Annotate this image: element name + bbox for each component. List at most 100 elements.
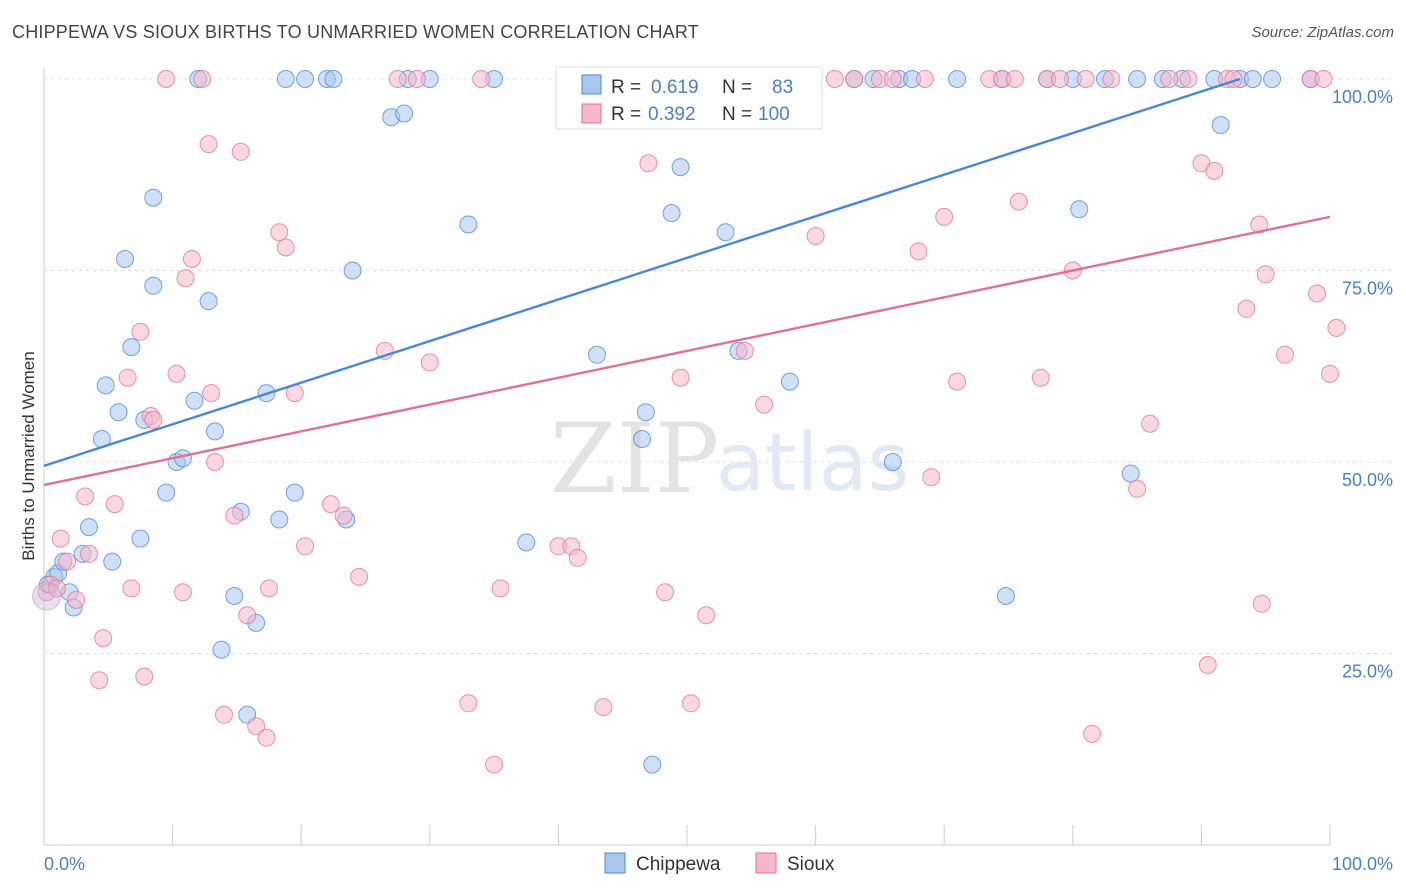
chart-title: CHIPPEWA VS SIOUX BIRTHS TO UNMARRIED WO… <box>12 22 699 42</box>
legend-n-value-chippewa: 83 <box>772 77 793 98</box>
point-chippewa-17 <box>144 276 163 295</box>
point-chippewa-50 <box>636 403 655 422</box>
point-chippewa-32 <box>276 70 295 88</box>
point-chippewa-21 <box>185 391 204 410</box>
point-sioux-23 <box>199 135 218 154</box>
point-sioux-59 <box>755 395 774 414</box>
legend-r-value-chippewa: 0.619 <box>651 77 699 98</box>
point-sioux-57 <box>697 606 716 625</box>
point-chippewa-78 <box>1211 116 1230 134</box>
legend-n-label-sioux: N = <box>722 104 752 125</box>
point-sioux-39 <box>350 567 369 586</box>
point-sioux-7 <box>80 544 98 563</box>
bottom-legend-label-chippewa: Chippewa <box>636 854 721 875</box>
point-sioux-93 <box>1252 594 1271 613</box>
point-sioux-38 <box>334 506 353 525</box>
point-chippewa-68 <box>996 587 1015 605</box>
point-sioux-14 <box>135 667 154 686</box>
point-sioux-52 <box>639 154 658 173</box>
point-sioux-34 <box>276 238 295 257</box>
point-sioux-18 <box>167 364 186 383</box>
point-chippewa-63 <box>883 453 902 471</box>
point-sioux-46 <box>485 755 504 774</box>
point-sioux-100 <box>1327 318 1346 337</box>
point-chippewa-74 <box>1128 70 1147 88</box>
point-sioux-95 <box>1276 345 1294 364</box>
point-sioux-4 <box>58 552 77 571</box>
point-sioux-88 <box>1205 161 1224 180</box>
point-chippewa-60 <box>780 372 799 391</box>
legend-n-label-chippewa: N = <box>722 77 752 98</box>
point-sioux-9 <box>94 629 113 648</box>
point-sioux-11 <box>118 368 137 387</box>
point-sioux-31 <box>257 728 276 747</box>
gridlines <box>44 78 1392 654</box>
point-sioux-92 <box>1250 215 1269 234</box>
point-chippewa-9 <box>96 376 115 395</box>
point-chippewa-57 <box>716 223 735 242</box>
bottom-legend: Chippewa Sioux <box>604 852 835 875</box>
point-chippewa-26 <box>225 587 244 605</box>
point-sioux-67 <box>915 70 934 88</box>
point-sioux-19 <box>173 583 192 602</box>
point-chippewa-12 <box>116 250 134 268</box>
legend-swatch-chippewa <box>581 74 602 95</box>
legend-r-value-sioux: 0.392 <box>648 104 696 125</box>
watermark-atlas-text: atlas <box>716 416 909 509</box>
point-sioux-94 <box>1256 265 1275 284</box>
point-sioux-70 <box>948 372 967 391</box>
point-sioux-2 <box>47 579 66 598</box>
point-sioux-99 <box>1321 364 1339 383</box>
point-sioux-16 <box>144 410 163 429</box>
point-chippewa-54 <box>671 158 690 177</box>
point-chippewa-36 <box>324 70 343 88</box>
point-sioux-36 <box>296 537 315 556</box>
point-sioux-25 <box>206 453 224 471</box>
legend-n-value-sioux: 100 <box>758 104 790 125</box>
point-sioux-22 <box>193 70 212 88</box>
point-sioux-83 <box>1141 414 1159 433</box>
point-sioux-79 <box>1076 70 1095 88</box>
point-chippewa-38 <box>343 261 362 280</box>
point-sioux-45 <box>472 70 491 88</box>
point-sioux-20 <box>176 269 195 288</box>
point-sioux-98 <box>1314 70 1333 88</box>
point-sioux-10 <box>105 495 124 514</box>
point-sioux-73 <box>1005 70 1024 88</box>
point-sioux-17 <box>157 70 176 88</box>
point-sioux-66 <box>909 242 928 261</box>
legend-r-label-chippewa: R = <box>611 77 641 98</box>
point-chippewa-47 <box>588 345 606 364</box>
point-chippewa-25 <box>212 640 231 659</box>
point-chippewa-66 <box>948 70 967 88</box>
point-sioux-24 <box>202 384 221 403</box>
point-sioux-81 <box>1102 70 1121 88</box>
point-sioux-62 <box>825 70 844 88</box>
point-sioux-91 <box>1237 299 1256 318</box>
legend: R = 0.619 N = 83 R = 0.392 N = 100 <box>555 66 823 130</box>
point-sioux-28 <box>231 142 250 161</box>
chart-source: Source: ZipAtlas.com <box>1251 24 1394 41</box>
point-chippewa-7 <box>80 518 98 537</box>
point-sioux-26 <box>215 705 233 724</box>
point-chippewa-18 <box>157 483 176 502</box>
x-tick-label-min: 0.0% <box>44 854 85 874</box>
point-chippewa-43 <box>459 215 478 234</box>
y-tick-label-25: 25.0% <box>1342 662 1393 682</box>
point-sioux-13 <box>131 322 150 341</box>
y-tick-label-75: 75.0% <box>1342 279 1393 299</box>
point-sioux-61 <box>806 227 825 245</box>
point-sioux-29 <box>238 606 257 625</box>
point-sioux-84 <box>1160 70 1179 88</box>
point-chippewa-53 <box>662 204 681 223</box>
point-chippewa-80 <box>1243 70 1262 88</box>
point-chippewa-13 <box>122 338 141 357</box>
point-sioux-85 <box>1179 70 1198 88</box>
point-chippewa-81 <box>1263 70 1282 88</box>
point-chippewa-23 <box>199 292 218 311</box>
point-chippewa-10 <box>103 552 122 571</box>
point-sioux-37 <box>321 495 340 514</box>
point-sioux-97 <box>1308 284 1327 303</box>
bottom-legend-swatch-sioux <box>755 852 777 874</box>
point-sioux-87 <box>1198 656 1217 674</box>
